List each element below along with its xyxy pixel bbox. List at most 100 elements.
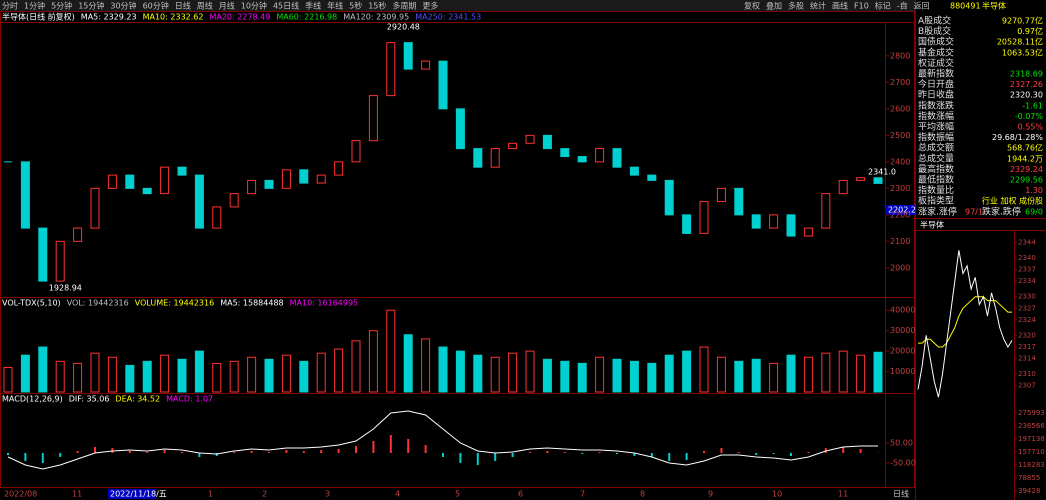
volume-bar: [55, 360, 65, 393]
macd-title: MACD(12,26,9): [2, 395, 63, 404]
date-highlight: [108, 489, 156, 499]
quote-label: 基金成交: [918, 46, 954, 58]
period-tab[interactable]: 年线: [327, 1, 343, 11]
date-label: 7: [580, 490, 585, 499]
period-tab[interactable]: 1分钟: [24, 1, 45, 11]
tool-button[interactable]: 多股: [788, 1, 804, 11]
period-tab[interactable]: 周线: [197, 1, 213, 11]
volume-bar: [351, 340, 361, 393]
candle: [403, 42, 413, 70]
candle: [508, 142, 518, 150]
tool-button[interactable]: 统计: [810, 1, 826, 11]
candle: [316, 174, 326, 184]
y-tick-label: -50.00: [890, 459, 916, 468]
quote-label: 最低指数: [918, 174, 954, 186]
period-tab[interactable]: 30分钟: [110, 1, 136, 11]
candle: [107, 174, 117, 189]
period-tab[interactable]: 多周期: [392, 1, 416, 11]
indicator: MA10: 16164995: [290, 299, 359, 308]
candle: [595, 148, 605, 163]
indicator: MA250: 2341.53: [415, 13, 481, 22]
y-tick-label: 2300: [890, 184, 910, 193]
date-label: 3: [325, 490, 330, 499]
quote-label: 跌家.跌停: [982, 205, 1021, 217]
period-tab[interactable]: 45日线: [273, 1, 299, 11]
tool-button[interactable]: 叠加: [766, 1, 782, 11]
y-tick-label: 40000: [890, 306, 915, 315]
quote-label: 国债成交: [918, 36, 954, 48]
tool-button[interactable]: F10: [854, 2, 869, 11]
y-tick-label: 2000: [890, 263, 910, 272]
period-tab[interactable]: 15秒: [368, 1, 386, 11]
quote-label: 板指类型: [918, 195, 954, 207]
date-label: 2: [262, 490, 267, 499]
quote-label: 最新指数: [918, 68, 954, 80]
volume-bar: [421, 338, 431, 393]
candle: [838, 179, 848, 195]
quote-value: 2318.69: [1010, 70, 1043, 79]
candle: [334, 161, 344, 176]
volume-bar: [577, 362, 587, 393]
quote-label: 指数涨跌: [918, 99, 954, 111]
tool-button[interactable]: 返回: [914, 2, 930, 11]
candle: [629, 166, 639, 176]
volume-bar: [229, 360, 239, 393]
candle: [90, 187, 100, 229]
quote-label: A股成交: [918, 15, 951, 27]
quote-name: 半导体: [982, 1, 1006, 11]
period-tab[interactable]: 10分钟: [241, 1, 267, 11]
volume-bar: [786, 354, 796, 393]
volume-bar: [438, 346, 448, 393]
volume-bar: [264, 358, 274, 393]
volume-bar: [838, 350, 848, 393]
candle: [177, 166, 187, 176]
cursor-box: [885, 205, 915, 215]
volume-bar: [473, 354, 483, 393]
date-label: 2022/11/18/五: [110, 490, 167, 499]
tool-button[interactable]: 画线: [832, 1, 848, 11]
candle: [281, 169, 291, 189]
volume-bar: [90, 352, 100, 393]
y-tick-label: 20000: [890, 347, 915, 356]
period-tab[interactable]: 5分钟: [51, 1, 72, 11]
volume-bar: [751, 358, 761, 393]
period-tab[interactable]: 日线: [175, 1, 191, 11]
period-tab[interactable]: 季线: [305, 1, 321, 11]
y-tick-label: 2334: [1018, 277, 1036, 285]
y-tick-label: 30000: [890, 326, 915, 335]
volume-bar: [455, 350, 465, 393]
candle: [699, 201, 709, 234]
volume-bar: [716, 356, 726, 393]
candle: [647, 174, 657, 181]
volume-bar: [682, 350, 692, 393]
tool-button[interactable]: 复权: [744, 1, 760, 11]
quote-code: 880491: [950, 2, 981, 11]
tool-button[interactable]: 标记: [875, 1, 891, 11]
date-label: 2022/08: [4, 490, 37, 499]
candle: [421, 60, 431, 70]
date-label: 8: [640, 490, 645, 499]
y-tick-label: 10000: [890, 367, 915, 376]
quote-value: -1.61: [1022, 101, 1043, 110]
volume-bar: [873, 351, 883, 393]
quote-label: 指数量比: [918, 184, 954, 196]
period-tab[interactable]: 60分钟: [143, 1, 169, 11]
indicator: MA10: 2332.62: [143, 13, 204, 22]
high-label: 2920.48: [387, 23, 420, 32]
period-tab[interactable]: 15分钟: [78, 1, 104, 11]
volume-bar: [125, 364, 135, 393]
period-tab[interactable]: 分时: [2, 1, 18, 11]
candle: [299, 169, 309, 184]
volume-bar: [73, 362, 83, 393]
candle: [247, 179, 257, 195]
period-tab[interactable]: 月线: [219, 1, 235, 11]
tool-button[interactable]: -自: [897, 1, 908, 11]
quote-value: 2327.26: [1010, 80, 1043, 89]
y-tick-label: 2340: [1018, 254, 1036, 262]
quote-value: 行业 加权 成份股: [982, 196, 1043, 206]
period-tab[interactable]: 5秒: [349, 1, 362, 11]
y-tick-label: 2400: [890, 157, 910, 166]
period-tab[interactable]: 更多: [422, 1, 438, 11]
